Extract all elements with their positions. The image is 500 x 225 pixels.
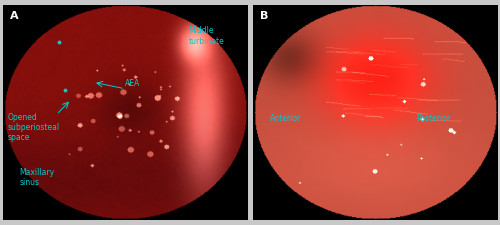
- Text: A: A: [10, 11, 18, 21]
- Text: Anterior: Anterior: [270, 114, 301, 123]
- Text: Middle
turbinate: Middle turbinate: [188, 26, 224, 45]
- Text: B: B: [260, 11, 268, 21]
- Text: Maxillary
sinus: Maxillary sinus: [20, 168, 55, 187]
- Text: Posterior: Posterior: [416, 114, 451, 123]
- Text: Opened
subperiosteal
space: Opened subperiosteal space: [8, 112, 60, 142]
- Text: AEA: AEA: [125, 79, 140, 88]
